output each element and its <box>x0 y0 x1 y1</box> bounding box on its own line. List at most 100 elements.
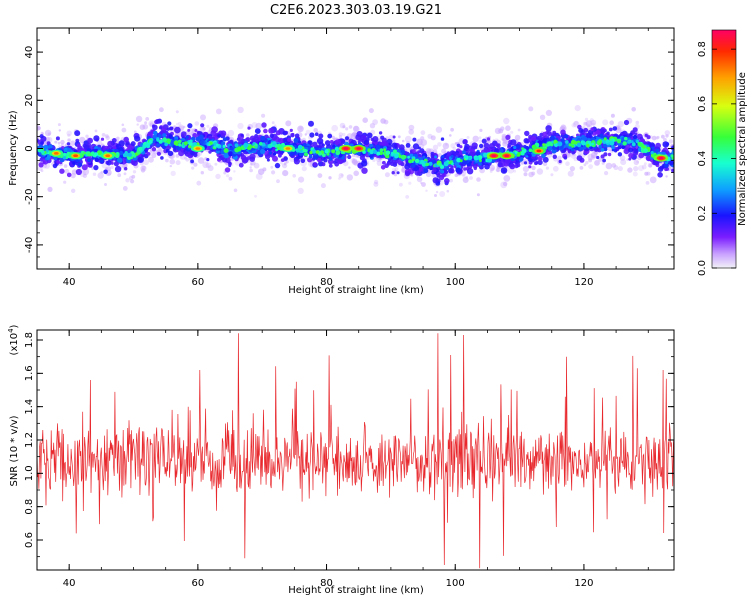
spectrogram-halo-cell <box>282 170 289 177</box>
snr-axes: 40 60 80 100 120 0.6 0.8 1.0 1.2 1.4 1.6 1.8 <box>24 330 674 589</box>
spectrogram-ridge-cell <box>165 138 171 144</box>
spectrogram-core-cell <box>379 145 384 149</box>
spectrogram-halo-cell <box>194 121 200 126</box>
spectrogram-cell <box>268 127 275 134</box>
spectrogram-cell <box>272 155 278 162</box>
spectrogram-ridge-cell <box>630 140 634 144</box>
spectrogram-cell <box>633 149 638 154</box>
spectrogram-cell <box>314 132 319 136</box>
spectrogram-cell <box>46 141 51 146</box>
spectrogram-halo-cell <box>79 136 86 144</box>
spectrogram-halo-cell <box>175 154 180 158</box>
spectrogram-ridge-cell <box>45 149 49 153</box>
spectrogram-peak <box>504 154 510 158</box>
spectrogram-halo-cell <box>598 157 603 162</box>
spectrogram-halo-cell <box>338 177 341 180</box>
spectrogram-cell <box>602 158 606 163</box>
spectrogram-core-cell <box>293 137 299 143</box>
spectrogram-cell <box>155 119 161 124</box>
spectrogram-halo-cell <box>145 117 150 121</box>
spectrogram-cell <box>220 130 227 137</box>
spectrogram-cell <box>628 157 632 161</box>
spectrogram-cell <box>106 160 112 166</box>
spectrogram-cell <box>317 157 322 163</box>
spectrogram-halo-cell <box>656 135 660 139</box>
spectrogram-cell <box>100 137 105 141</box>
spectrogram-halo-cell <box>426 149 431 154</box>
spectrogram-halo-cell <box>437 142 442 147</box>
spectrogram-core-cell <box>118 146 124 152</box>
spectrogram-cell <box>254 128 261 135</box>
chart-title: C2E6.2023.303.03.19.G21 <box>270 3 442 18</box>
spectrogram-halo-cell <box>438 153 442 157</box>
spectrogram-halo-cell <box>648 163 653 168</box>
spectrogram-core-cell <box>117 157 123 163</box>
spectrogram-ridge-cell <box>297 144 303 150</box>
spectrogram-halo-cell <box>176 122 179 126</box>
spectrogram-halo-cell <box>141 165 146 170</box>
spectrogram-halo-cell <box>144 121 148 125</box>
colorbar-ticks: 0.0 0.2 0.4 0.6 0.8 <box>697 41 736 276</box>
spectrogram-halo-cell <box>425 189 428 192</box>
spectrogram-halo-cell <box>503 117 510 125</box>
spectrogram-halo-cell <box>431 173 435 178</box>
spectrogram-cell <box>59 168 65 174</box>
spectrogram-ridge-cell <box>148 140 153 144</box>
spectrogram-halo-cell <box>439 191 446 197</box>
spectrogram-cell <box>546 131 552 137</box>
spectrogram-cell <box>481 138 487 144</box>
spectrogram-cell <box>327 158 334 165</box>
spectrogram-halo-cell <box>567 170 574 177</box>
spectrogram-halo-cell <box>117 173 122 178</box>
spectrogram-core-cell <box>546 138 551 143</box>
spectrogram-core-cell <box>455 167 461 173</box>
spectrogram-halo-cell <box>585 120 593 127</box>
spectrogram-ridge-cell <box>514 150 518 154</box>
spectrogram-core-cell <box>297 140 301 144</box>
spectrogram-cell <box>441 173 446 178</box>
spectrogram-cell <box>617 152 623 157</box>
spectrogram-core-cell <box>600 148 605 152</box>
spectrogram-cell <box>137 156 144 163</box>
spectrogram-halo-cell <box>284 160 288 164</box>
spectrogram-cell <box>382 160 386 165</box>
spectrogram-halo-cell <box>627 167 633 173</box>
spectrogram-y-tick-label: -40 <box>24 237 35 253</box>
spectrogram-core-cell <box>527 153 532 158</box>
spectrogram-halo-cell <box>123 172 127 176</box>
spectrogram-ridge-cell <box>373 149 378 154</box>
snr-y-tick-label: 1.0 <box>24 465 35 481</box>
spectrogram-ridge-cell <box>571 144 575 148</box>
spectrogram-halo-cell <box>602 119 609 126</box>
spectrogram-halo-cell <box>262 167 267 172</box>
spectrogram-halo-cell <box>392 139 396 143</box>
spectrogram-halo-cell <box>191 166 195 170</box>
spectrogram-halo-cell <box>592 122 595 126</box>
spectrogram-ridge-cell <box>617 139 621 144</box>
spectrogram-halo-cell <box>261 113 266 118</box>
spectrogram-ridge-cell <box>63 152 67 156</box>
spectrogram-cell <box>265 154 271 160</box>
spectrogram-halo-cell <box>282 163 288 169</box>
spectrogram-ridge-cell <box>609 140 615 146</box>
spectrogram-cell <box>542 156 549 163</box>
spectrogram-halo-cell <box>215 173 221 180</box>
spectrogram-x-tick-label: 60 <box>191 277 204 288</box>
spectrogram-cell <box>419 148 425 154</box>
spectrogram-cell <box>638 152 645 159</box>
spectrogram-halo-cell <box>304 133 307 136</box>
spectrogram-peak <box>105 154 111 158</box>
spectrogram-cell <box>596 155 600 160</box>
spectrogram-ridge-cell <box>96 150 102 156</box>
spectrogram-halo-cell <box>611 163 617 168</box>
spectrogram-ridge-cell <box>322 153 326 158</box>
spectrogram-halo-cell <box>536 168 544 175</box>
spectrogram-cell <box>380 165 386 170</box>
spectrogram-cell <box>483 142 490 149</box>
spectrogram-cell <box>170 126 174 130</box>
spectrogram-cell <box>372 136 379 143</box>
spectrogram-cell <box>393 143 398 148</box>
spectrogram-halo-cell <box>200 171 204 175</box>
spectrogram-halo-cell <box>283 163 287 166</box>
spectrogram-halo-cell <box>430 135 436 141</box>
